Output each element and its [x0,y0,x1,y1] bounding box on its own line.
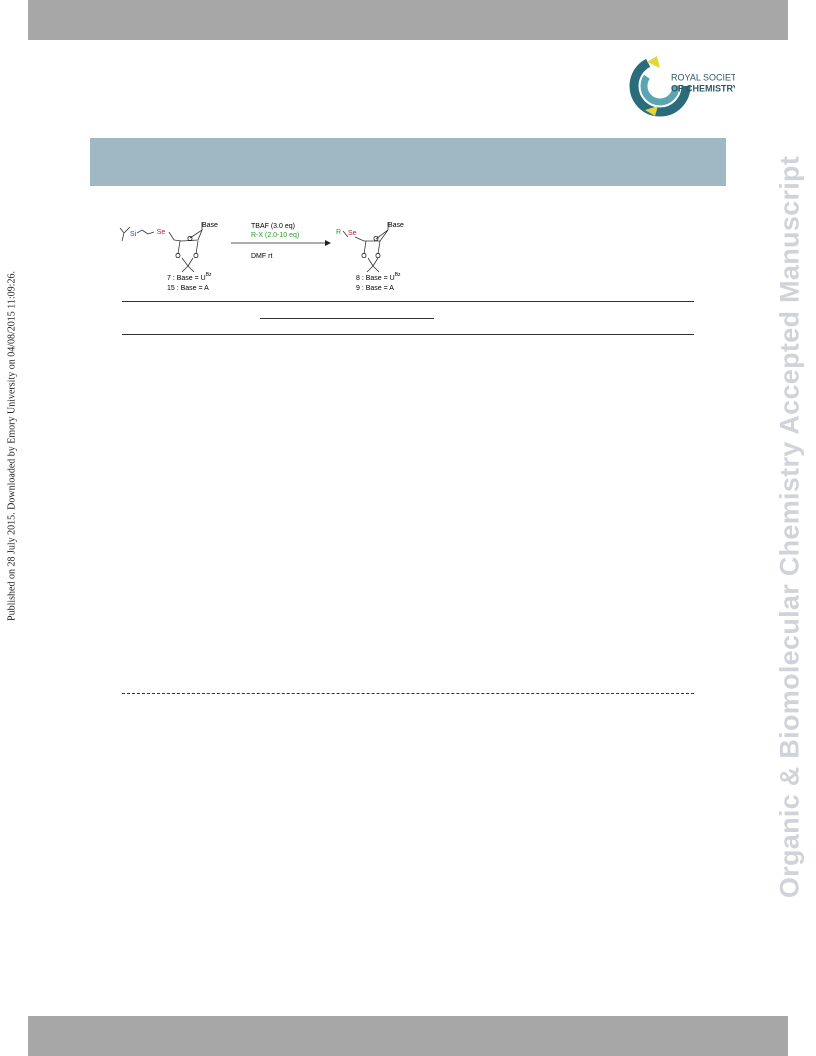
atom-label: R [336,229,341,236]
compound-label: 8 : Base = U [356,275,395,282]
bond [147,231,155,235]
bond [177,240,181,255]
atom-label: Se [348,230,357,237]
logo-text: OF CHEMISTRY [671,83,735,93]
bond [342,230,349,238]
header-bar [28,0,788,40]
compound-label: 8 : Base = UBz [356,272,401,282]
logo-ring [629,55,691,117]
bond [181,265,189,273]
atom-label: Base [202,222,218,229]
bond [372,265,380,273]
bond [366,265,374,273]
bond [168,231,175,241]
bond [173,228,203,242]
atom-label: O [175,253,181,260]
bond [367,257,374,267]
bond [119,222,389,273]
reagent: R-X (2.0-10 eq) [251,232,299,239]
table-rule [122,301,694,302]
logo-accent [645,106,658,116]
bond [181,257,189,267]
bond [123,226,131,234]
footer-bar [28,1016,788,1056]
download-notice: Published on 28 July 2015. Downloaded by… [6,271,18,621]
compound-label: 9 : Base = A [356,285,394,292]
conditions: DMF rt [251,253,272,260]
bond [195,240,199,255]
bond [136,229,143,234]
bond [354,229,389,242]
bond [121,232,125,242]
compound-label: 7 : Base = U [167,275,206,282]
bond [187,265,195,273]
atom-label: Base [388,222,404,229]
bond [187,257,194,267]
atom-label: O [187,236,193,243]
compound-sup: Bz [206,272,212,278]
atom-label: Si [130,231,137,238]
logo-text: ROYAL SOCIETY [671,72,735,82]
compound-label: 15 : Base = A [167,285,209,292]
bond [119,227,125,234]
bond [377,240,381,255]
scheme: Si Se O O O Base TBAF (3.0 eq) R-X (2.0-… [119,222,404,292]
atom-label: O [193,253,199,260]
bond [141,229,149,235]
arrow-head [325,240,331,246]
atom-label: O [373,236,379,243]
logo-accent [647,56,660,68]
table-rule [260,318,434,319]
bond [363,240,367,255]
atom-label: O [375,253,381,260]
reagent: TBAF (3.0 eq) [251,223,295,230]
table-rule [122,334,694,335]
banner [90,138,726,186]
atom-label: O [361,253,367,260]
compound-label: 7 : Base = UBz [167,272,212,282]
bond [372,257,379,267]
atom-label: Se [157,229,166,236]
table-footer-rule [122,693,694,694]
compound-sup: Bz [395,272,401,278]
logo-ring [640,66,680,106]
logo: ROYAL SOCIETY OF CHEMISTRY [629,55,735,117]
journal-watermark: Organic & Biomolecular Chemistry Accepte… [774,155,805,899]
